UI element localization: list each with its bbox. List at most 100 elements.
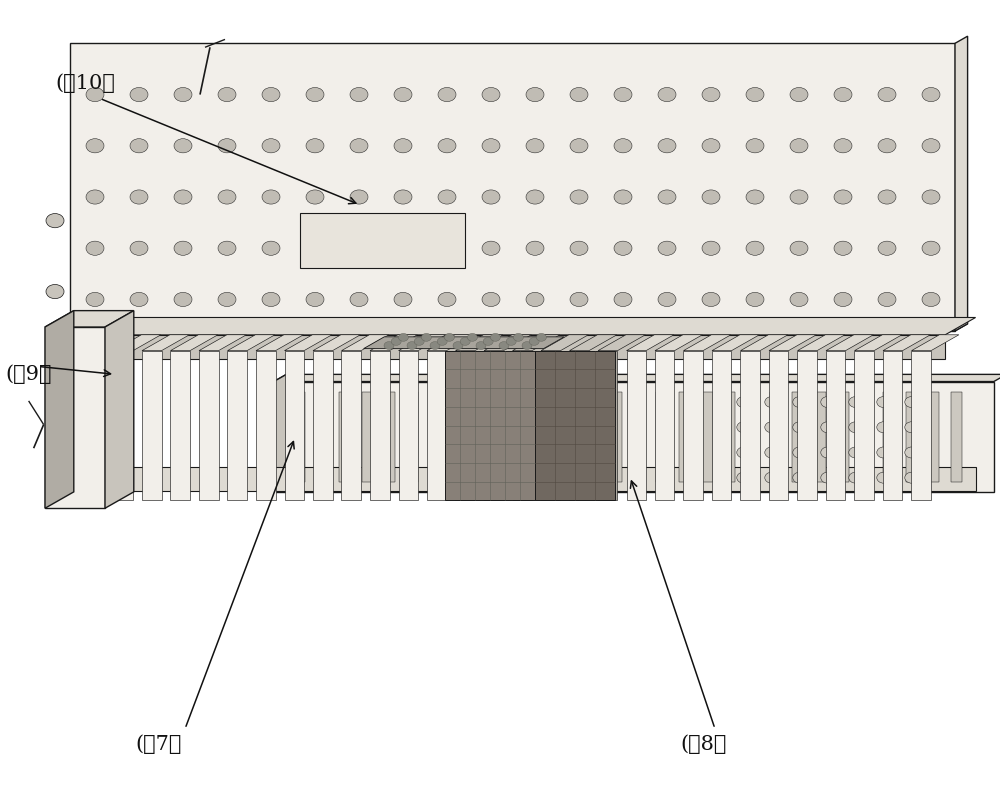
Polygon shape bbox=[588, 392, 599, 482]
Polygon shape bbox=[484, 335, 531, 351]
Circle shape bbox=[130, 292, 148, 307]
Polygon shape bbox=[911, 335, 959, 351]
Polygon shape bbox=[455, 335, 503, 351]
Polygon shape bbox=[170, 351, 190, 500]
Circle shape bbox=[350, 292, 368, 307]
Circle shape bbox=[218, 241, 236, 255]
Polygon shape bbox=[445, 351, 535, 500]
Polygon shape bbox=[655, 335, 702, 351]
Polygon shape bbox=[80, 318, 976, 335]
Circle shape bbox=[821, 422, 835, 433]
Circle shape bbox=[746, 241, 764, 255]
Circle shape bbox=[878, 292, 896, 307]
Polygon shape bbox=[770, 392, 781, 482]
Polygon shape bbox=[45, 310, 134, 327]
Polygon shape bbox=[566, 392, 577, 482]
Polygon shape bbox=[512, 351, 532, 500]
Circle shape bbox=[482, 139, 500, 153]
Circle shape bbox=[765, 422, 779, 433]
Circle shape bbox=[130, 190, 148, 204]
Polygon shape bbox=[274, 374, 1000, 381]
Polygon shape bbox=[656, 392, 667, 482]
Circle shape bbox=[86, 139, 104, 153]
Circle shape bbox=[218, 292, 236, 307]
Circle shape bbox=[350, 87, 368, 102]
Circle shape bbox=[658, 139, 676, 153]
Circle shape bbox=[905, 422, 919, 433]
Circle shape bbox=[262, 241, 280, 255]
Polygon shape bbox=[626, 335, 674, 351]
Circle shape bbox=[658, 87, 676, 102]
Circle shape bbox=[482, 87, 500, 102]
Polygon shape bbox=[797, 335, 845, 351]
Polygon shape bbox=[792, 392, 803, 482]
Polygon shape bbox=[740, 335, 788, 351]
Polygon shape bbox=[838, 392, 849, 482]
Polygon shape bbox=[274, 374, 286, 492]
Text: (）9）: (）9） bbox=[5, 365, 52, 384]
Polygon shape bbox=[854, 351, 874, 500]
Circle shape bbox=[438, 292, 456, 307]
Polygon shape bbox=[883, 351, 902, 500]
Circle shape bbox=[793, 472, 807, 483]
Circle shape bbox=[218, 190, 236, 204]
Polygon shape bbox=[452, 392, 463, 482]
Circle shape bbox=[658, 190, 676, 204]
Polygon shape bbox=[702, 392, 713, 482]
Circle shape bbox=[130, 139, 148, 153]
Polygon shape bbox=[598, 335, 645, 351]
Circle shape bbox=[834, 241, 852, 255]
Circle shape bbox=[790, 87, 808, 102]
Circle shape bbox=[526, 87, 544, 102]
Circle shape bbox=[905, 447, 919, 458]
Polygon shape bbox=[362, 392, 373, 482]
Circle shape bbox=[306, 87, 324, 102]
Circle shape bbox=[421, 333, 431, 341]
Polygon shape bbox=[80, 335, 945, 359]
Polygon shape bbox=[634, 392, 645, 482]
Polygon shape bbox=[430, 392, 441, 482]
Circle shape bbox=[878, 139, 896, 153]
Circle shape bbox=[174, 139, 192, 153]
Circle shape bbox=[570, 139, 588, 153]
Polygon shape bbox=[111, 467, 976, 491]
Polygon shape bbox=[655, 351, 674, 500]
Polygon shape bbox=[170, 335, 218, 351]
Circle shape bbox=[570, 87, 588, 102]
Polygon shape bbox=[769, 351, 788, 500]
Circle shape bbox=[702, 292, 720, 307]
Polygon shape bbox=[256, 335, 303, 351]
Circle shape bbox=[790, 190, 808, 204]
Circle shape bbox=[765, 447, 779, 458]
Polygon shape bbox=[105, 335, 132, 500]
Circle shape bbox=[391, 337, 401, 345]
Circle shape bbox=[614, 241, 632, 255]
Circle shape bbox=[658, 241, 676, 255]
Polygon shape bbox=[370, 351, 390, 500]
Circle shape bbox=[790, 241, 808, 255]
Polygon shape bbox=[384, 392, 395, 482]
Circle shape bbox=[430, 342, 440, 350]
Circle shape bbox=[877, 396, 891, 407]
Polygon shape bbox=[815, 392, 826, 482]
Circle shape bbox=[460, 337, 470, 345]
Circle shape bbox=[658, 292, 676, 307]
Polygon shape bbox=[541, 351, 560, 500]
Polygon shape bbox=[883, 335, 930, 351]
Circle shape bbox=[174, 241, 192, 255]
Polygon shape bbox=[85, 335, 132, 351]
Circle shape bbox=[877, 472, 891, 483]
Circle shape bbox=[793, 422, 807, 433]
Polygon shape bbox=[105, 310, 134, 508]
Circle shape bbox=[526, 190, 544, 204]
Polygon shape bbox=[769, 335, 816, 351]
Circle shape bbox=[86, 292, 104, 307]
Polygon shape bbox=[683, 351, 703, 500]
Polygon shape bbox=[364, 336, 564, 348]
Circle shape bbox=[438, 87, 456, 102]
Circle shape bbox=[482, 241, 500, 255]
Circle shape bbox=[821, 472, 835, 483]
Polygon shape bbox=[498, 392, 509, 482]
Circle shape bbox=[453, 342, 463, 350]
Circle shape bbox=[437, 337, 447, 345]
